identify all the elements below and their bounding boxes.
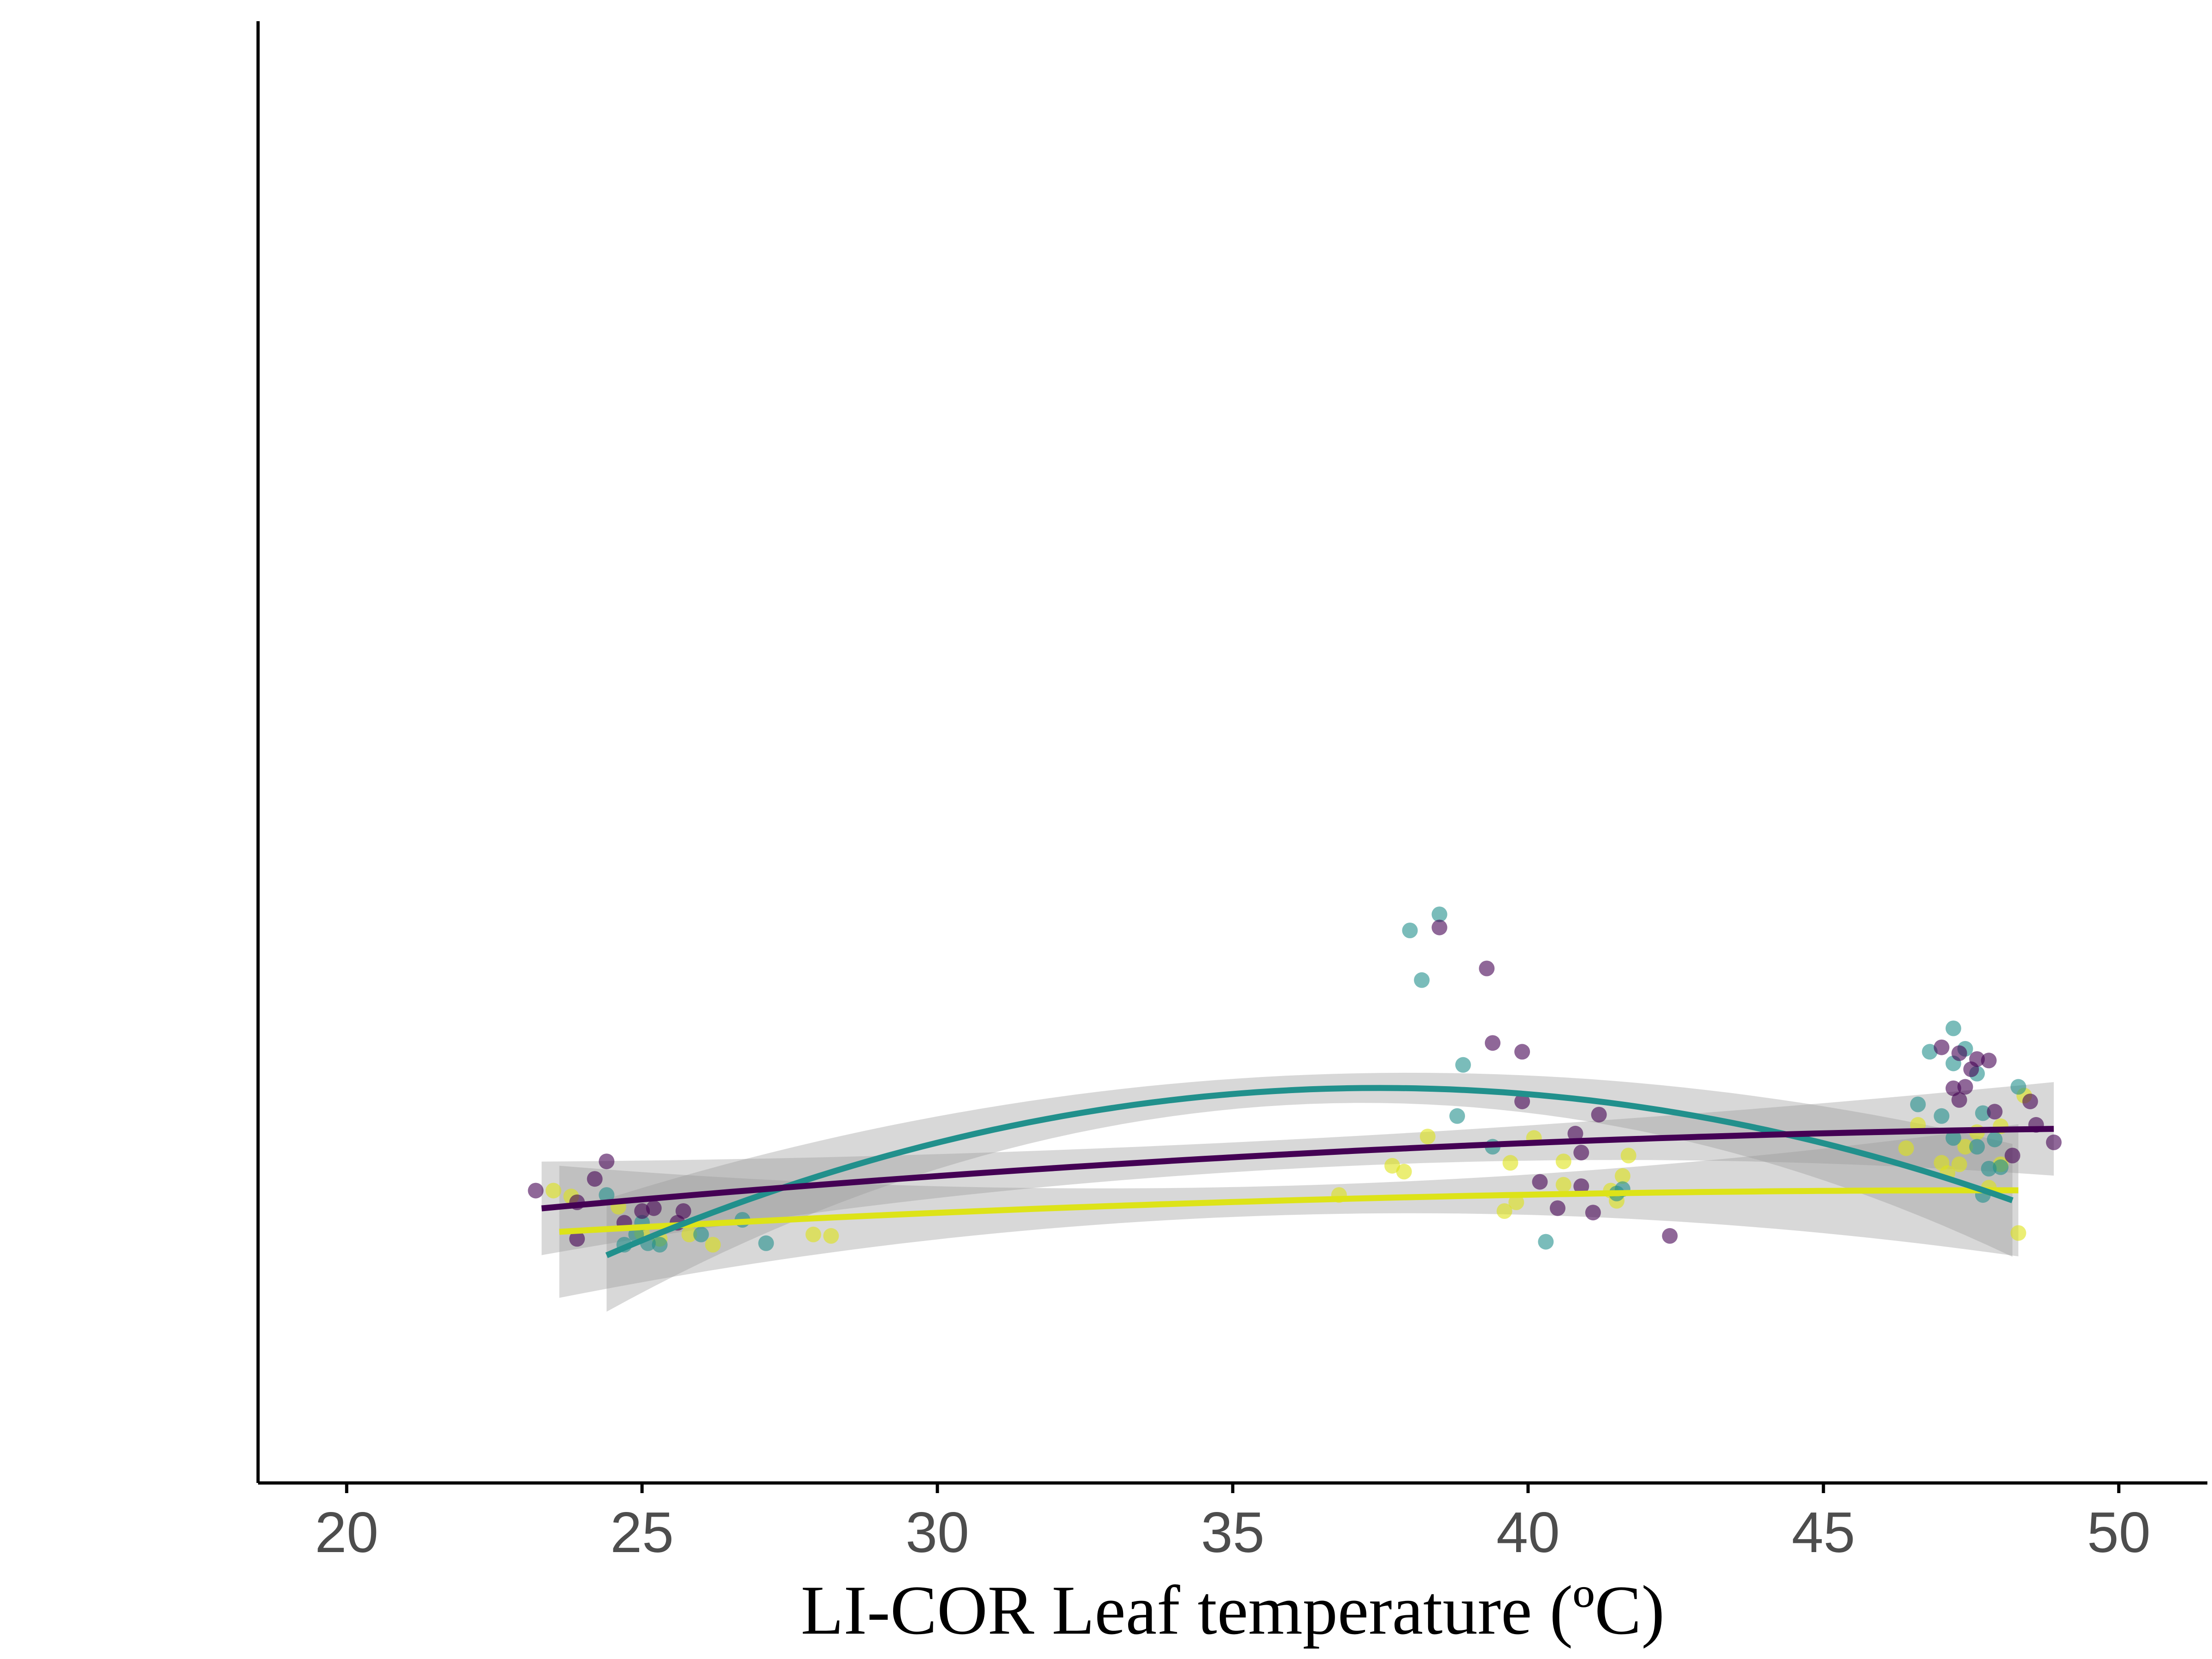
data-point [1987,1131,2003,1147]
data-point [705,1237,721,1253]
data-point [1538,1234,1554,1250]
data-point [1550,1200,1565,1216]
data-point [1957,1079,1973,1095]
data-point [2010,1079,2026,1095]
data-point [1384,1158,1400,1174]
confidence-band [606,1072,2012,1312]
data-point [1585,1205,1601,1221]
data-point [1567,1125,1583,1141]
data-point [545,1182,561,1199]
data-point [1987,1104,2003,1120]
data-point [1573,1178,1589,1194]
data-point [1431,906,1447,923]
data-point [1951,1045,1967,1061]
data-point [1615,1168,1630,1184]
data-point [1514,1094,1530,1110]
data-point [805,1226,821,1242]
fit-line [559,1187,2018,1235]
data-point [1449,1108,1465,1124]
data-points [528,906,2062,1253]
x-tick-label: 35 [1201,1501,1265,1565]
data-point [1514,1044,1530,1060]
data-point [2010,1225,2026,1241]
data-point [2022,1094,2038,1110]
data-point [1934,1039,1950,1055]
data-point [587,1171,603,1187]
data-point [1910,1096,1926,1112]
data-point [2005,1147,2020,1164]
data-point [1455,1057,1471,1073]
data-point [646,1200,662,1216]
x-tick-label: 50 [2087,1501,2151,1565]
x-tick-label: 40 [1496,1501,1560,1565]
data-point [823,1228,839,1244]
data-point [599,1153,615,1170]
data-point [1951,1156,1967,1172]
data-point [1420,1129,1435,1145]
x-tick-label: 20 [315,1501,378,1565]
data-point [1951,1092,1967,1108]
data-point [1945,1080,1961,1096]
data-point [1945,1020,1961,1036]
data-point [1975,1105,1991,1121]
data-point [1396,1164,1412,1180]
data-point [1485,1035,1500,1051]
data-point [1502,1155,1518,1171]
confidence-band [541,1082,2054,1255]
x-tick-label: 25 [610,1501,674,1565]
data-point [1981,1053,1997,1069]
data-point [1591,1106,1607,1123]
data-point [528,1182,544,1199]
data-point [1945,1130,1961,1146]
x-axis-ticks: 20 25 30 35 40 45 50 [315,1483,2151,1565]
data-point [758,1235,774,1251]
fit-lines [541,1085,2054,1258]
data-point [1993,1159,2009,1175]
data-point [1934,1108,1950,1124]
data-point [1402,923,1418,938]
data-point [1508,1194,1524,1210]
fit-line [541,1126,2054,1212]
confidence-band [559,1124,2018,1298]
data-point [1414,972,1430,988]
data-point [1898,1140,1914,1156]
data-point [1957,1139,1973,1155]
data-point [1479,960,1495,977]
data-point [652,1237,668,1253]
data-point [599,1187,615,1203]
x-tick-label: 30 [906,1501,969,1565]
data-point [693,1226,709,1242]
data-point [1573,1145,1589,1161]
data-point [1620,1147,1636,1164]
data-point [634,1203,650,1219]
data-point [681,1226,697,1242]
data-point [1922,1044,1938,1060]
data-point [569,1231,585,1247]
data-point [1555,1177,1571,1193]
data-point [1555,1153,1571,1170]
data-point [1532,1174,1548,1190]
data-point [675,1203,691,1219]
x-axis-title: LI-COR Leaf temperature (ºC) [801,1571,1665,1649]
data-point [1496,1203,1512,1219]
data-point [1431,919,1447,935]
data-point [1981,1161,1997,1177]
data-point [1963,1061,1979,1077]
x-tick-label: 45 [1792,1501,1855,1565]
confidence-bands [541,1072,2054,1312]
data-point [1662,1228,1678,1244]
data-point [2046,1134,2062,1150]
data-point [1969,1139,1985,1155]
